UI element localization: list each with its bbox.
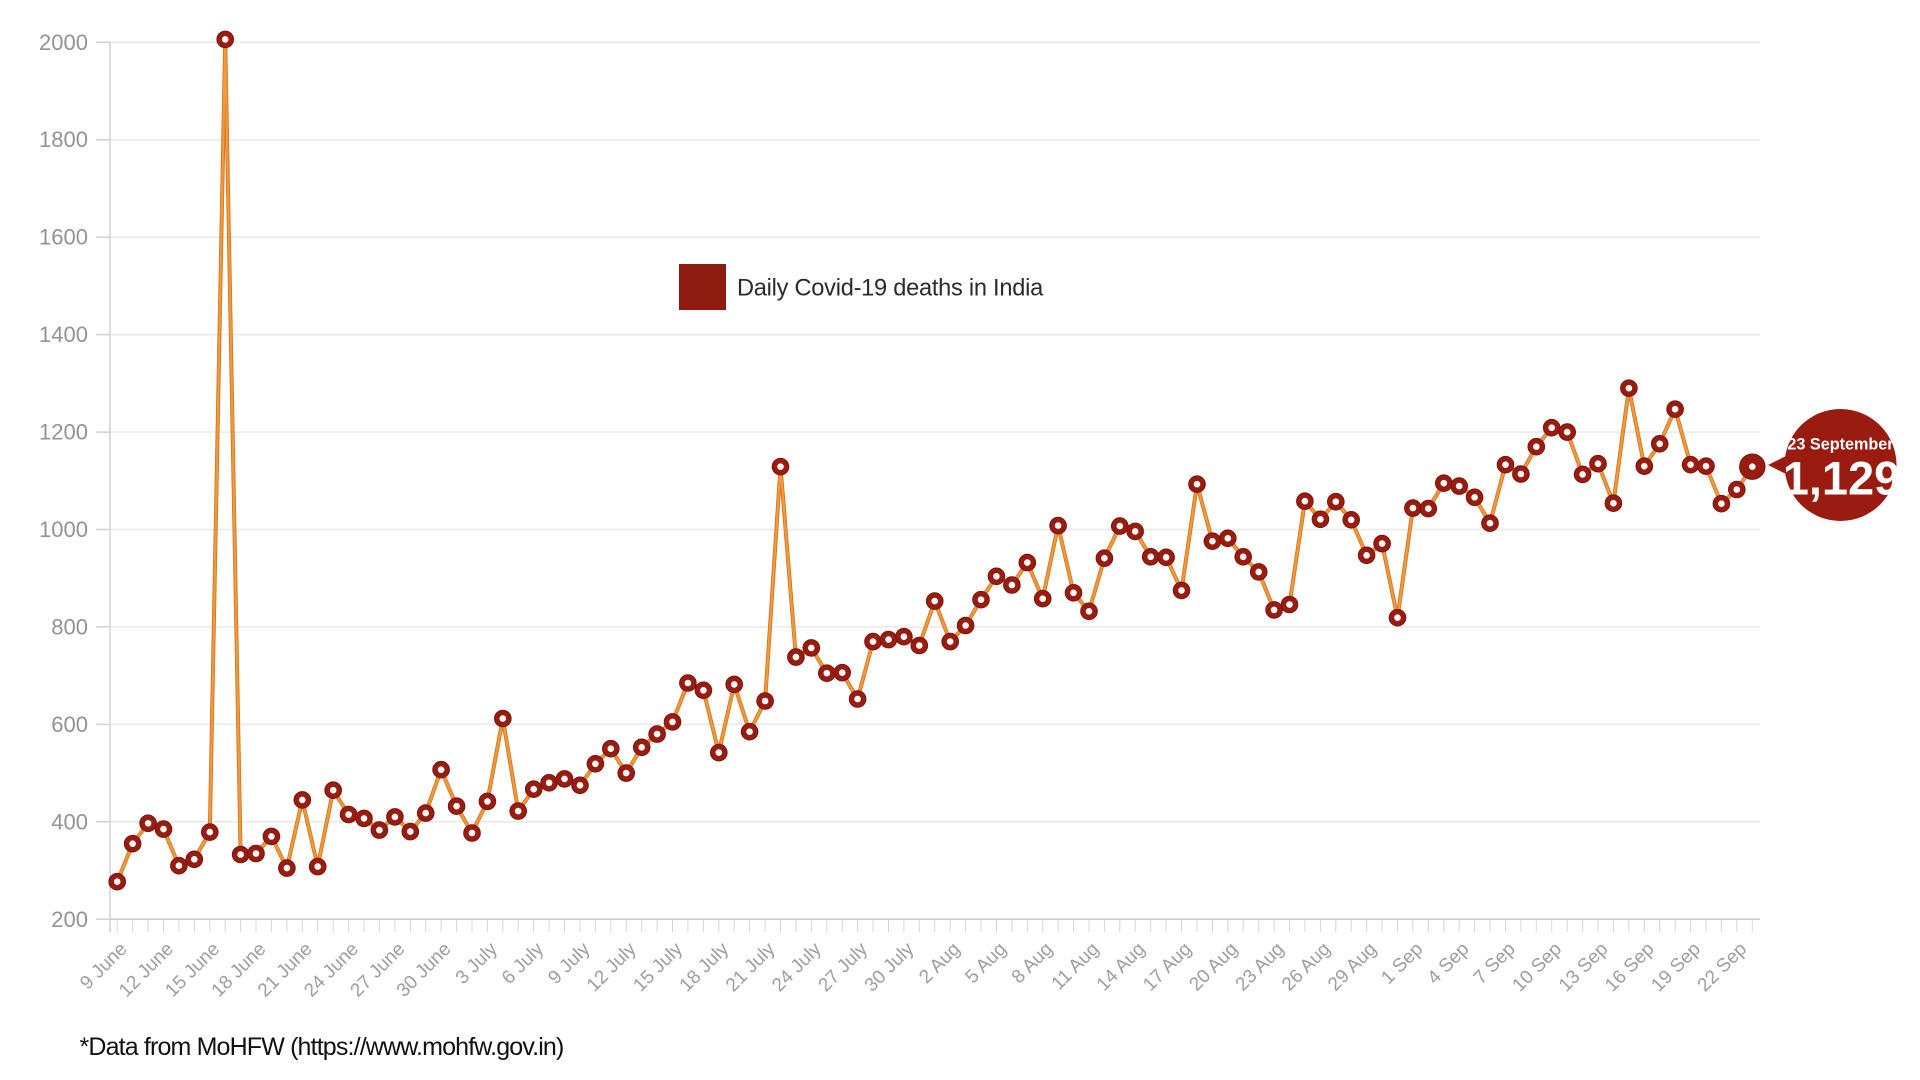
svg-text:1200: 1200 [39, 420, 88, 445]
svg-text:23 September: 23 September [1787, 436, 1894, 454]
svg-text:1,129: 1,129 [1783, 451, 1901, 504]
svg-text:1600: 1600 [39, 225, 88, 250]
svg-text:*Data from MoHFW (https://www.: *Data from MoHFW (https://www.mohfw.gov.… [80, 1033, 564, 1061]
svg-text:200: 200 [51, 907, 88, 932]
svg-text:1800: 1800 [39, 127, 88, 152]
svg-text:800: 800 [51, 614, 88, 639]
svg-text:1000: 1000 [39, 517, 88, 542]
svg-text:2000: 2000 [39, 30, 88, 55]
svg-text:1400: 1400 [39, 322, 88, 347]
svg-text:600: 600 [51, 712, 88, 737]
svg-text:400: 400 [51, 809, 88, 834]
svg-text:Daily Covid-19 deaths in India: Daily Covid-19 deaths in India [737, 276, 1044, 302]
